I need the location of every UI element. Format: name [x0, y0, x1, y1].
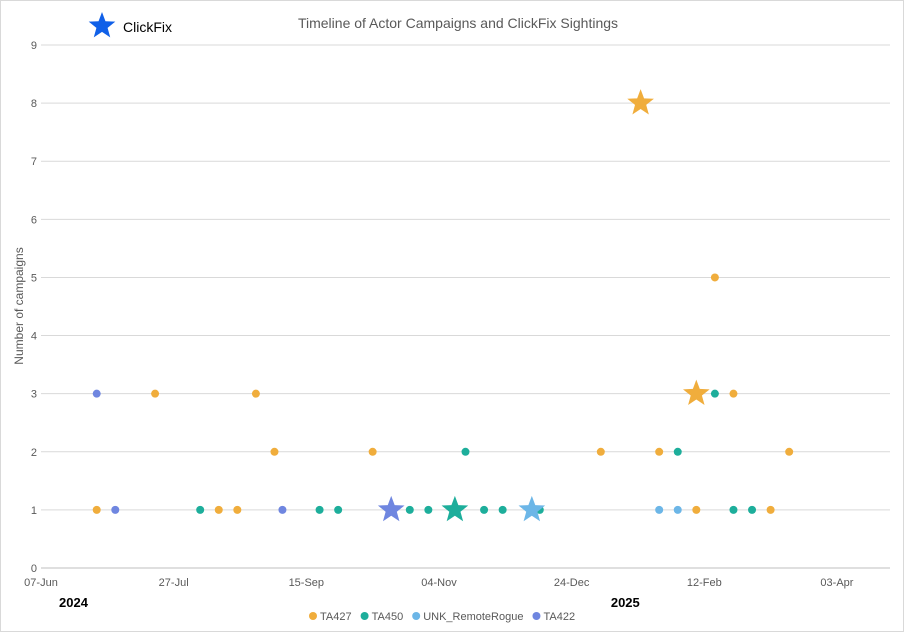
y-tick-label: 4 — [31, 331, 37, 343]
point-ta427 — [785, 447, 794, 456]
point-ta427 — [151, 389, 160, 398]
point-ta450 — [710, 389, 719, 398]
data-points — [92, 273, 794, 514]
x-tick-labels: 07-Jun 27-Jul 15-Sep 04-Nov 24-Dec 12-Feb 03-A… — [24, 577, 854, 589]
point-ta422 — [92, 389, 101, 398]
point-ta427 — [214, 505, 223, 514]
y-tick-label: 2 — [31, 447, 37, 459]
point-ta450 — [424, 505, 433, 514]
y-tick-label: 0 — [31, 563, 37, 575]
legend-label: TA422 — [543, 611, 575, 623]
legend-marker — [309, 612, 317, 620]
point-ta450 — [673, 447, 682, 456]
point-ta450 — [461, 447, 470, 456]
point-ta427 — [270, 447, 279, 456]
point-ta450 — [748, 505, 757, 514]
point-ta427 — [368, 447, 377, 456]
y-axis-title: Number of campaigns — [12, 247, 26, 364]
point-ta450 — [480, 505, 489, 514]
x-tick-label: 04-Nov — [421, 577, 457, 589]
point-ta450 — [405, 505, 414, 514]
x-tick-label: 15-Sep — [289, 577, 324, 589]
x-tick-label: 27-Jul — [159, 577, 189, 589]
clickfix-star — [518, 495, 546, 522]
point-ta450 — [196, 505, 205, 514]
legend-marker — [532, 612, 541, 620]
point-ta450 — [729, 505, 738, 514]
x-tick-label: 24-Dec — [554, 577, 590, 589]
grid — [41, 44, 890, 569]
clickfix-star — [683, 379, 710, 405]
clickfix-stars — [377, 89, 710, 522]
point-ta427 — [251, 389, 260, 398]
y-tick-label: 6 — [31, 214, 37, 226]
point-ta427 — [92, 505, 101, 514]
point-ta427 — [729, 389, 738, 398]
y-tick-label: 7 — [31, 156, 37, 168]
x-tick-label: 03-Apr — [820, 577, 853, 589]
y-tick-labels: 0 1 2 3 4 5 6 7 8 9 — [31, 40, 37, 575]
legend: TA427 TA450 UNK_RemoteRogue TA422 — [309, 611, 575, 623]
clickfix-star — [377, 495, 405, 522]
y-tick-label: 8 — [31, 98, 37, 110]
year-label: 2025 — [611, 595, 640, 610]
legend-label: UNK_RemoteRogue — [423, 611, 523, 623]
point-ta422 — [111, 505, 120, 514]
chart-title: Timeline of Actor Campaigns and ClickFix… — [298, 15, 618, 31]
y-tick-label: 9 — [31, 40, 37, 52]
x-tick-label: 07-Jun — [24, 577, 58, 589]
point-ta450 — [498, 505, 507, 514]
legend-label: TA450 — [372, 611, 404, 623]
clickfix-star — [441, 495, 469, 522]
point-ta427 — [766, 505, 775, 514]
clickfix-key: ClickFix — [88, 12, 172, 38]
point-ta422 — [278, 505, 287, 514]
point-ta427 — [233, 505, 242, 514]
legend-marker — [360, 612, 369, 620]
point-ta427 — [710, 273, 719, 282]
year-labels: 2024 2025 — [59, 595, 640, 610]
clickfix-key-star-icon — [88, 12, 116, 38]
y-tick-label: 3 — [31, 389, 37, 401]
point-ta427 — [596, 447, 605, 456]
y-tick-label: 5 — [31, 272, 37, 284]
point-ta427 — [655, 447, 664, 456]
x-tick-label: 12-Feb — [687, 577, 722, 589]
point-ta450 — [315, 505, 324, 514]
point-unk-remoterogue — [673, 505, 682, 514]
point-ta427 — [692, 505, 701, 514]
legend-label: TA427 — [320, 611, 352, 623]
year-label: 2024 — [59, 595, 89, 610]
legend-marker — [412, 612, 421, 620]
clickfix-star — [627, 89, 654, 115]
y-tick-label: 1 — [31, 505, 37, 517]
clickfix-key-label: ClickFix — [123, 19, 172, 35]
point-ta450 — [334, 505, 343, 514]
point-unk-remoterogue — [655, 505, 664, 514]
